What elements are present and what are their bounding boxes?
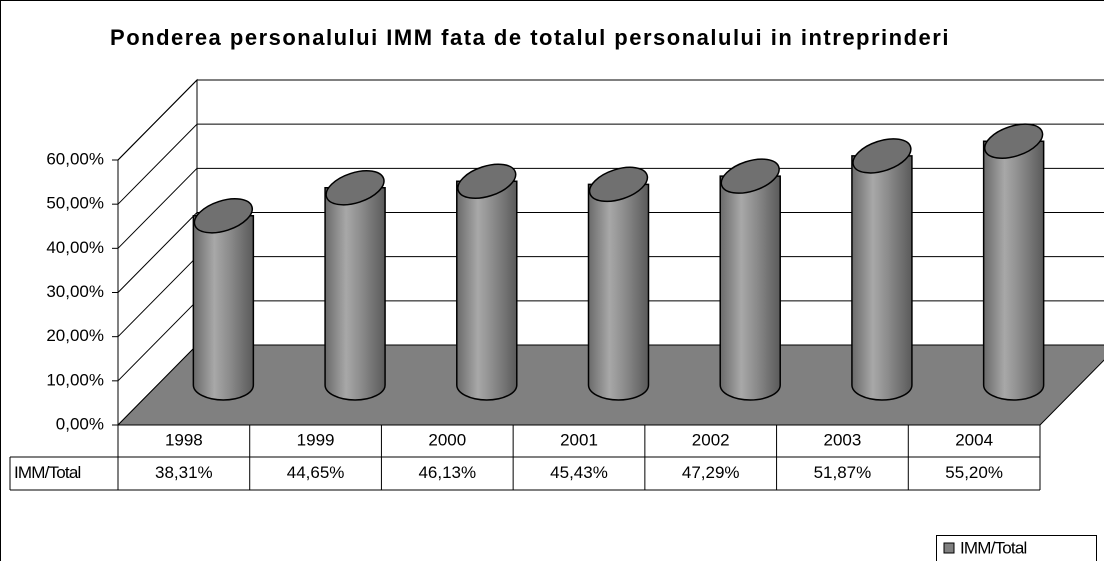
bar [456,163,518,401]
x-tick-label: 2002 [692,430,730,449]
y-tick-label: 50,00% [46,194,104,213]
grid-line [117,256,198,338]
bar [719,158,781,401]
chart-title: Ponderea personalului IMM fata de totalu… [110,25,950,50]
grid-line [117,79,198,161]
legend-box [936,535,1097,561]
x-tick-label: 2003 [824,430,862,449]
bar [324,170,386,401]
y-tick-label: 20,00% [46,326,104,345]
grid-line [117,167,198,249]
value-label: 45,43% [550,463,608,482]
x-tick-label: 2004 [955,430,993,449]
x-tick-label: 1998 [165,430,203,449]
y-tick-label: 60,00% [46,149,104,168]
value-label: 51,87% [814,463,872,482]
grid-line [117,300,198,382]
table-row-label: IMM/Total [14,463,81,482]
y-tick-label: 40,00% [46,238,104,257]
legend-swatch [943,542,955,554]
value-label: 47,29% [682,463,740,482]
value-label: 55,20% [945,463,1003,482]
x-tick-label: 1999 [297,430,335,449]
y-tick-label: 0,00% [56,414,104,433]
bar [851,138,913,401]
bar [587,166,650,401]
value-label: 38,31% [155,463,213,482]
bar [982,123,1045,401]
bar [192,198,255,401]
legend-label: IMM/Total [960,538,1027,557]
grid-line [117,212,198,293]
value-label: 44,65% [287,463,345,482]
y-tick-label: 10,00% [46,370,104,389]
x-tick-label: 2000 [428,430,466,449]
x-tick-label: 2001 [560,430,598,449]
grid-line [117,123,198,205]
value-label: 46,13% [418,463,476,482]
y-tick-label: 30,00% [46,282,104,301]
